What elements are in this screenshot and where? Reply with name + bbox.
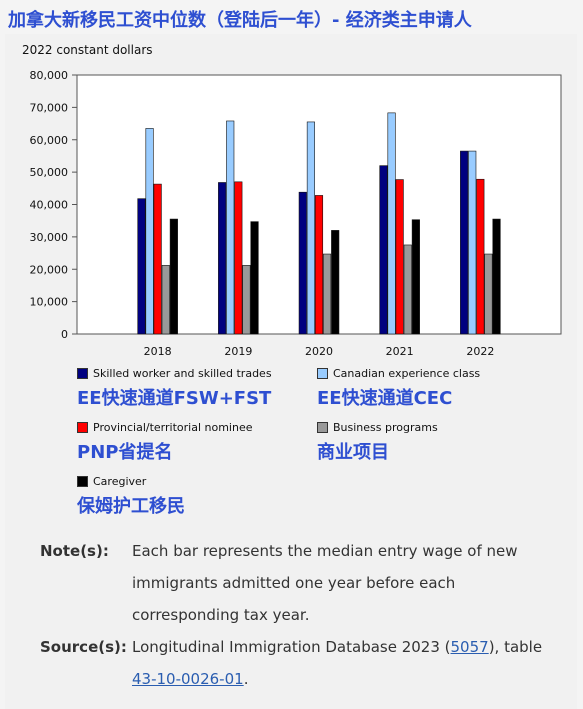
bar	[492, 218, 501, 335]
x-tick-label: 2018	[144, 345, 172, 358]
legend-swatch-gray	[317, 422, 328, 433]
bar	[387, 112, 396, 335]
bar	[476, 178, 485, 335]
note-row: Note(s): Each bar represents the median …	[40, 535, 560, 631]
y-tick-label: 50,000	[30, 166, 69, 179]
source-row: Source(s): Longitudinal Immigration Data…	[40, 631, 560, 695]
y-tick-label: 10,000	[30, 296, 69, 309]
bar	[314, 195, 324, 335]
notes-section: Note(s): Each bar represents the median …	[40, 535, 560, 695]
bar	[298, 191, 307, 335]
legend-cn-label: PNP省提名	[77, 442, 173, 463]
source-text: Longitudinal Immigration Database 2023 (…	[132, 631, 560, 695]
x-tick-label: 2020	[305, 345, 333, 358]
bar	[242, 265, 251, 335]
source-link-survey[interactable]: 5057	[450, 638, 489, 656]
bar	[161, 265, 170, 335]
legend-swatch-navy	[77, 368, 88, 379]
source-prefix: Longitudinal Immigration Database 2023 (	[132, 638, 451, 656]
source-middle: ), table	[488, 638, 543, 656]
legend-item-skilled-worker: Skilled worker and skilled trades	[77, 367, 272, 380]
legend-label: Caregiver	[93, 475, 147, 488]
y-tick-label: 0	[61, 328, 68, 341]
legend-swatch-light-blue	[317, 368, 328, 379]
y-tick-label: 20,000	[30, 263, 69, 276]
legend-cn-label: EE快速通道FSW+FST	[77, 388, 272, 409]
legend-cn-label: 商业项目	[317, 442, 389, 463]
source-link-table[interactable]: 43-10-0026-01	[132, 670, 244, 688]
bar	[306, 121, 315, 335]
bar	[145, 128, 154, 335]
legend-label: Canadian experience class	[333, 367, 481, 380]
y-axis-unit-label: 2022 constant dollars	[22, 43, 153, 57]
legend-swatch-red	[77, 422, 88, 433]
page-title: 加拿大新移民工资中位数（登陆后一年）- 经济类主申请人	[8, 10, 472, 31]
note-text: Each bar represents the median entry wag…	[132, 542, 518, 624]
legend-item-business: Business programs	[317, 421, 438, 434]
bar	[411, 219, 420, 335]
bar	[250, 221, 259, 335]
bar	[323, 253, 332, 335]
y-tick-label: 30,000	[30, 231, 69, 244]
bar	[218, 182, 227, 335]
legend-item-cec: Canadian experience class	[317, 367, 480, 380]
y-tick-label: 70,000	[30, 101, 69, 114]
legend-item-pnp: Provincial/territorial nominee	[77, 421, 252, 434]
source-label: Source(s):	[40, 638, 127, 656]
bar	[331, 230, 340, 335]
y-tick-label: 80,000	[30, 69, 69, 82]
bar	[226, 120, 235, 335]
y-tick-label: 40,000	[30, 199, 69, 212]
bar	[234, 181, 243, 335]
bar	[137, 198, 146, 335]
bar	[484, 253, 493, 335]
x-tick-label: 2019	[224, 345, 252, 358]
bar	[379, 165, 388, 335]
bar	[460, 150, 469, 335]
x-tick-label: 2022	[466, 345, 494, 358]
note-label: Note(s):	[40, 542, 109, 560]
bar	[403, 244, 412, 335]
legend-label: Business programs	[333, 421, 438, 434]
bar	[169, 218, 178, 335]
legend-item-caregiver: Caregiver	[77, 475, 146, 488]
legend-label: Skilled worker and skilled trades	[93, 367, 272, 380]
x-tick-label: 2021	[386, 345, 414, 358]
legend-swatch-black	[77, 476, 88, 487]
bar	[468, 150, 477, 335]
y-tick-label: 60,000	[30, 134, 69, 147]
bar	[153, 183, 162, 335]
legend-cn-label: EE快速通道CEC	[317, 388, 453, 409]
bar	[395, 179, 404, 335]
legend-cn-label: 保姆护工移民	[77, 496, 185, 517]
source-suffix: .	[243, 670, 249, 688]
legend-label: Provincial/territorial nominee	[93, 421, 253, 434]
bar-chart: 0 10,000 20,000 30,000 40,000 50,000 60,000 70,…	[30, 69, 562, 358]
